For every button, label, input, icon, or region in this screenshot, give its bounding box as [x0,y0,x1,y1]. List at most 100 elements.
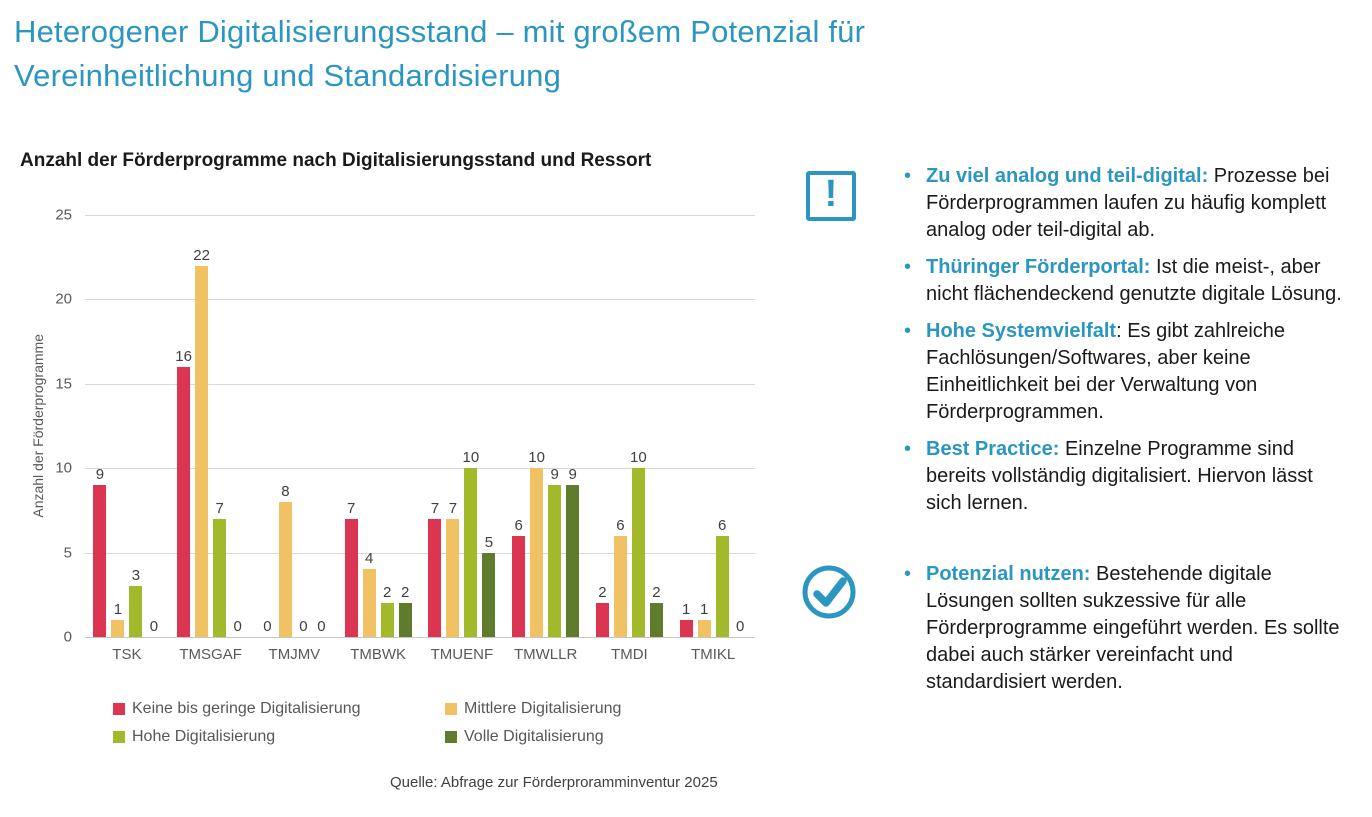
bar [697,620,711,637]
bar-tmsgaf: 22 [193,215,210,637]
bar-value-label: 0 [299,618,308,635]
bar-value-label: 0 [233,618,242,635]
source-note: Quelle: Abfrage zur Förderproramminventu… [390,774,718,791]
bar-tmjmv: 0 [261,215,274,637]
bar [111,620,125,637]
legend-swatch [445,703,457,715]
gridline [85,383,755,385]
bar-value-label: 3 [131,567,141,585]
bar [566,485,580,637]
bar [380,603,394,637]
bar-tmbwk: 2 [398,215,412,637]
bar-tmdi: 2 [595,215,609,637]
legend-swatch [445,731,457,743]
insight-group-recommendation: • Potenzial nutzen: Bestehende digitale L… [800,561,1348,706]
bullet-item: • Best Practice: Einzelne Programme sind … [900,436,1348,517]
bar-value-label: 2 [598,584,607,602]
bar-tmikl: 1 [697,215,711,637]
bullet-lead: Best Practice: [926,438,1060,460]
bar [195,265,209,637]
legend: Keine bis geringe Digitalisierung Mittler… [113,700,621,746]
y-axis-title: Anzahl der Förderprogramme [30,334,46,518]
x-axis-label: TMSGAF [179,646,242,663]
gridline [85,637,755,638]
bar [213,518,227,637]
bar-tmjmv: 8 [278,215,292,637]
x-axis-label: TSK [112,646,142,663]
gridline [85,468,755,470]
bar [679,620,693,637]
y-tick-label: 25 [55,206,72,224]
legend-item: Keine bis geringe Digitalisierung [113,700,445,718]
bar-group-tmdi: 2 6 10 2 [588,215,672,637]
bar-group-tmuenf: 7 7 10 5 [420,215,504,637]
bar-value-label: 7 [448,499,458,517]
bullet-lead: Potenzial nutzen: [926,563,1091,585]
bar-value-label: 8 [281,482,290,500]
bar-tmuenf: 10 [463,215,479,637]
bar-value-label: 7 [430,499,440,517]
bar-value-label: 2 [652,584,661,602]
bar-group-tmwllr: 6 10 9 9 [504,215,588,637]
exclamation-box-icon: ! [800,163,900,527]
legend-swatch [113,703,125,715]
y-tick-label: 5 [63,544,72,562]
bar-value-label: 6 [514,516,523,534]
bar-tmwllr: 10 [528,215,545,637]
slide-title-line2: Vereinheitlichung und Standardisierung [14,58,562,93]
y-tick-label: 15 [55,375,72,393]
bullet-text: Prozesse bei Förderprogrammen laufen zu … [926,165,1330,241]
chart-title: Anzahl der Förderprogramme nach Digitali… [20,150,652,171]
legend-label: Mittlere Digitalisierung [464,700,622,717]
legend-label: Hohe Digitalisierung [132,728,276,745]
bar-value-label: 16 [175,347,192,365]
y-tick-label: 20 [55,290,72,308]
chart-panel: Anzahl der Förderprogramme nach Digitali… [18,146,780,816]
bar-value-label: 9 [568,466,577,484]
bullet-text: : Es gibt zahlreiche Fachlösungen/Softwa… [926,320,1286,423]
bar-tmdi: 2 [649,215,663,637]
bar [649,603,663,637]
bullet-marker: • [904,165,912,187]
bar-value-label: 9 [95,466,105,484]
y-tick-label: 0 [63,628,72,646]
bar [631,468,645,637]
bullet-text: Einzelne Programme sind bereits vollstän… [926,438,1313,514]
bar [512,535,526,637]
legend-item: Volle Digitalisierung [445,728,621,746]
plot-area: 9 1 3 0 16 22 7 0 0 8 0 0 7 4 2 2 7 7 10 5 6 10 9 9 2 6 10 2 1 1 6 0 [85,215,755,638]
bar-value-label: 0 [149,618,159,635]
bullet-marker: • [904,563,912,585]
bar-tmdi: 10 [630,215,647,637]
x-axis-labels: TSK TMSGAF TMJMV TMBWK TMUENF TMWLLR TMDI TMIKL [85,646,755,663]
issues-bullet-list: • Zu viel analog und teil-digital: Prozes… [900,163,1348,527]
bar-tmikl: 6 [715,215,729,637]
bullet-lead: Zu viel analog und teil-digital: [926,165,1209,187]
bar-tmikl: 0 [734,215,747,637]
bar [613,535,627,637]
bar-value-label: 7 [215,499,224,517]
bar-value-label: 9 [550,466,559,484]
bar-value-label: 6 [717,516,727,534]
bar-tmbwk: 7 [344,215,358,637]
bullet-text: Bestehende digitale Lösungen sollten suk… [926,563,1340,693]
bar-tmwllr: 9 [566,215,580,637]
bar [595,603,609,637]
bar-value-label: 1 [681,601,691,619]
bar-tmikl: 1 [679,215,693,637]
bullet-marker: • [904,438,912,460]
bar-tmsgaf: 7 [213,215,227,637]
bar-tsk: 3 [129,215,143,637]
bar-groups: 9 1 3 0 16 22 7 0 0 8 0 0 7 4 2 2 7 7 10 5 6 10 9 9 2 6 10 2 1 1 6 0 [85,215,755,637]
bar-value-label: 7 [346,499,356,517]
recommendation-bullet-list: • Potenzial nutzen: Bestehende digitale L… [900,561,1348,706]
bar-tmuenf: 7 [428,215,442,637]
bar [482,552,496,637]
bullet-item: • Hohe Systemvielfalt: Es gibt zahlreiche… [900,318,1348,426]
bar-tmjmv: 0 [297,215,310,637]
bar [464,468,478,637]
bar-value-label: 1 [113,601,123,619]
